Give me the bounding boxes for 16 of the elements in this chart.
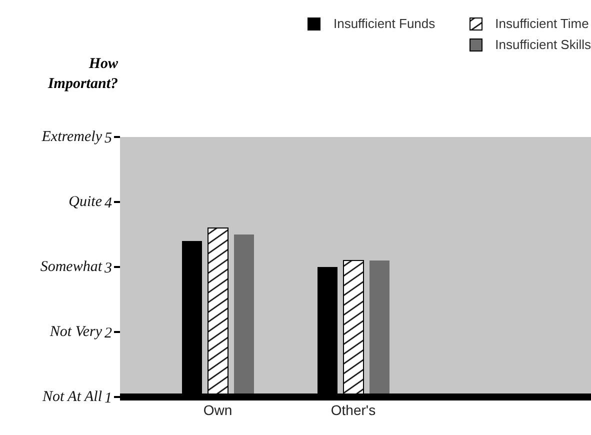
legend-label: Insufficient Time [495,16,589,31]
y-tick-label: 3 [104,260,112,276]
y-tick-label: 2 [104,325,112,342]
text: Extremely [42,128,102,147]
x-tick-label: Other's [330,402,376,418]
y-axis-title: How Important? [46,55,118,94]
y-tick-label: 5 [104,130,112,146]
legend-label: Insufficient Skills [495,37,591,52]
text: Not At All [42,388,102,407]
y-tick-label: 4 [104,195,112,212]
text: Somewhat [40,258,102,277]
text: Not Very [50,323,102,342]
x-tick-label: Own [203,402,232,418]
text: Quite [68,193,102,212]
legend-label: Insufficient Funds [333,16,436,31]
y-tick-label: 1 [104,390,112,406]
